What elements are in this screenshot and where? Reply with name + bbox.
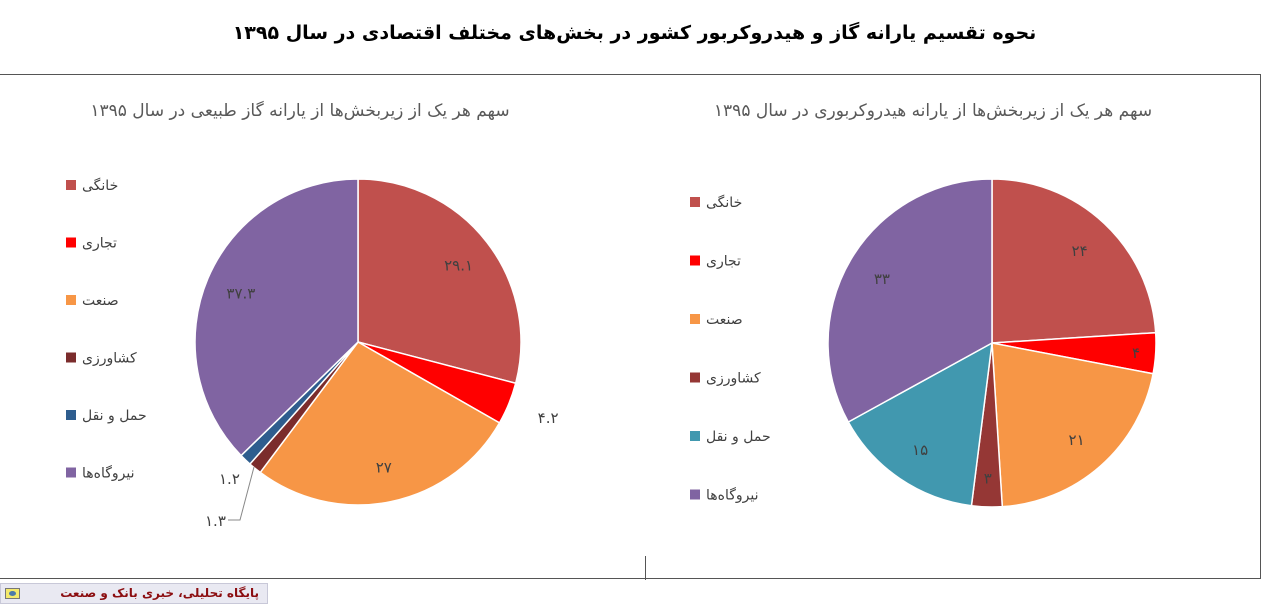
hydro-slice-5[interactable] <box>827 178 993 424</box>
gas-data-label-1: ۴.۲ <box>538 409 559 427</box>
gas-subsidy-pie-chart: سهم هر یک از زیربخش‌ها از یارانه گاز طبی… <box>66 100 559 530</box>
hydro-slice-4[interactable] <box>847 341 993 507</box>
hydro-legend-label-3: کشاورزی <box>706 371 761 387</box>
gas-legend-swatch-0 <box>66 180 76 190</box>
hydro-data-label-3: ۳ <box>984 469 992 487</box>
hydro-data-label-5: ۳۳ <box>874 270 890 288</box>
page-title: نحوه تقسیم یارانه گاز و هیدروکربور کشور … <box>232 22 1037 44</box>
gas-legend-label-2: صنعت <box>82 293 119 309</box>
hydro-legend-label-5: نیروگاه‌ها <box>706 487 759 504</box>
gas-leader-line-3 <box>228 466 255 521</box>
hydro-data-label-1: ۴ <box>1132 344 1140 362</box>
hydro-legend-label-0: خانگی <box>706 194 742 211</box>
hydrocarbon-subsidy-pie-chart: سهم هر یک از زیربخش‌ها از یارانه هیدروکر… <box>690 101 1157 508</box>
gas-data-label-5: ۳۷.۳ <box>226 285 255 303</box>
gas-legend-label-3: کشاورزی <box>82 351 137 367</box>
gas-legend-swatch-3 <box>66 352 76 363</box>
hydro-legend-label-2: صنعت <box>706 312 743 328</box>
gas-legend-label-0: خانگی <box>82 177 118 194</box>
hydro-slice-0[interactable] <box>991 178 1157 344</box>
hydro-legend-swatch-2 <box>690 314 700 324</box>
hydro-chart-title: سهم هر یک از زیربخش‌ها از یارانه هیدروکر… <box>714 101 1152 121</box>
hydro-slice-2[interactable] <box>991 342 1154 508</box>
hydro-legend-swatch-3 <box>690 372 700 383</box>
gas-data-label-0: ۲۹.۱ <box>444 256 473 274</box>
gas-chart-title: سهم هر یک از زیربخش‌ها از یارانه گاز طبی… <box>90 100 509 121</box>
footer-text: پایگاه تحلیلی، خبری بانک و صنعت <box>60 586 259 600</box>
hydro-legend-swatch-4 <box>690 431 700 441</box>
hydro-data-label-4: ۱۵ <box>912 441 928 459</box>
gas-legend-label-4: حمل و نقل <box>82 408 147 424</box>
gas-legend-swatch-1 <box>66 237 76 248</box>
gas-legend-label-5: نیروگاه‌ها <box>82 465 135 482</box>
gas-slice-0[interactable] <box>357 178 522 385</box>
gas-legend-label-1: تجاری <box>82 236 117 252</box>
hydro-legend-label-1: تجاری <box>706 254 741 270</box>
hydro-data-label-0: ۲۴ <box>1072 242 1088 260</box>
hydro-data-label-2: ۲۱ <box>1069 431 1085 449</box>
footer-banner[interactable]: پایگاه تحلیلی، خبری بانک و صنعت <box>0 583 268 604</box>
gas-slice-5[interactable] <box>194 178 359 457</box>
site-logo-icon <box>5 588 20 599</box>
gas-data-label-2: ۲۷ <box>376 459 392 477</box>
hydro-legend-label-4: حمل و نقل <box>706 429 771 445</box>
gas-legend-swatch-2 <box>66 295 76 305</box>
hydro-legend-swatch-1 <box>690 255 700 266</box>
charts-frame <box>0 74 1261 579</box>
gas-slice-2[interactable] <box>259 341 501 506</box>
hydro-legend-swatch-0 <box>690 197 700 207</box>
hydro-legend-swatch-5 <box>690 489 700 500</box>
charts-divider <box>645 556 646 580</box>
gas-data-label-3: ۱.۳ <box>205 512 226 530</box>
gas-legend-swatch-4 <box>66 410 76 420</box>
gas-legend-swatch-5 <box>66 467 76 478</box>
gas-data-label-4: ۱.۲ <box>219 470 240 488</box>
